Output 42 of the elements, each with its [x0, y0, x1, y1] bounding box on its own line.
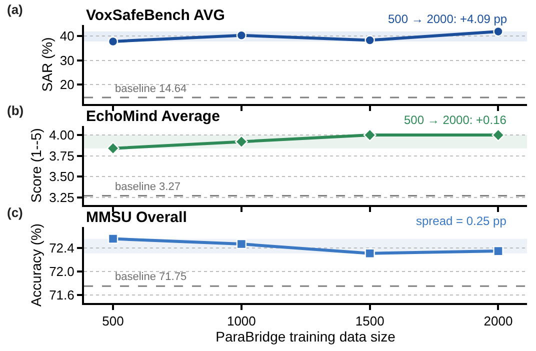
x-tick-label: 2000 — [484, 314, 513, 329]
y-axis-title: SAR (%) — [39, 37, 56, 92]
point — [493, 246, 504, 256]
point — [236, 30, 247, 41]
y-tick-label: 71.6 — [49, 287, 74, 302]
x-tick-label: 500 — [102, 314, 124, 329]
x-tick-label: 1500 — [355, 314, 384, 329]
ref-line-label: baseline 14.64 — [115, 83, 187, 95]
point — [493, 26, 504, 37]
y-tick-label: 30 — [60, 52, 74, 68]
point — [108, 234, 118, 244]
y-tick-label: 40 — [60, 28, 74, 44]
y-tick-label: 3.25 — [49, 190, 74, 205]
point — [234, 135, 248, 148]
chart-title: EchoMind Average — [86, 108, 220, 125]
y-tick-label: 3.75 — [49, 148, 74, 164]
annotation: 500 → 2000: +0.16 — [404, 113, 507, 127]
y-tick-label: 20 — [60, 77, 74, 92]
chart-title: VoxSafeBench AVG — [86, 7, 225, 24]
y-tick-label: 72.0 — [49, 264, 74, 280]
annotation: 500 → 2000: +4.09 pp — [388, 12, 508, 26]
text: (a) — [7, 2, 23, 17]
point — [492, 128, 505, 142]
point — [108, 36, 118, 47]
y-axis-title: Score (1--5) — [28, 128, 44, 203]
text: (b) — [7, 103, 24, 118]
ref-line-label: baseline 3.27 — [115, 181, 180, 193]
point — [364, 248, 375, 258]
x-tick-label: 1000 — [226, 314, 256, 329]
y-tick-label: 3.50 — [49, 169, 74, 184]
point — [236, 238, 247, 250]
y-axis-title: Accuracy (%) — [28, 223, 44, 307]
point — [106, 142, 120, 155]
annotation: spread = 0.25 pp — [416, 214, 507, 228]
point — [364, 35, 375, 46]
text: (c) — [7, 205, 23, 220]
ref-line-label: baseline 71.75 — [115, 271, 187, 283]
point — [363, 128, 376, 142]
chart-title: MMSU Overall — [86, 209, 187, 226]
y-tick-label: 4.00 — [49, 128, 74, 143]
y-tick-label: 72.4 — [49, 240, 74, 256]
x-axis-title: ParaBridge training data size — [216, 328, 396, 345]
